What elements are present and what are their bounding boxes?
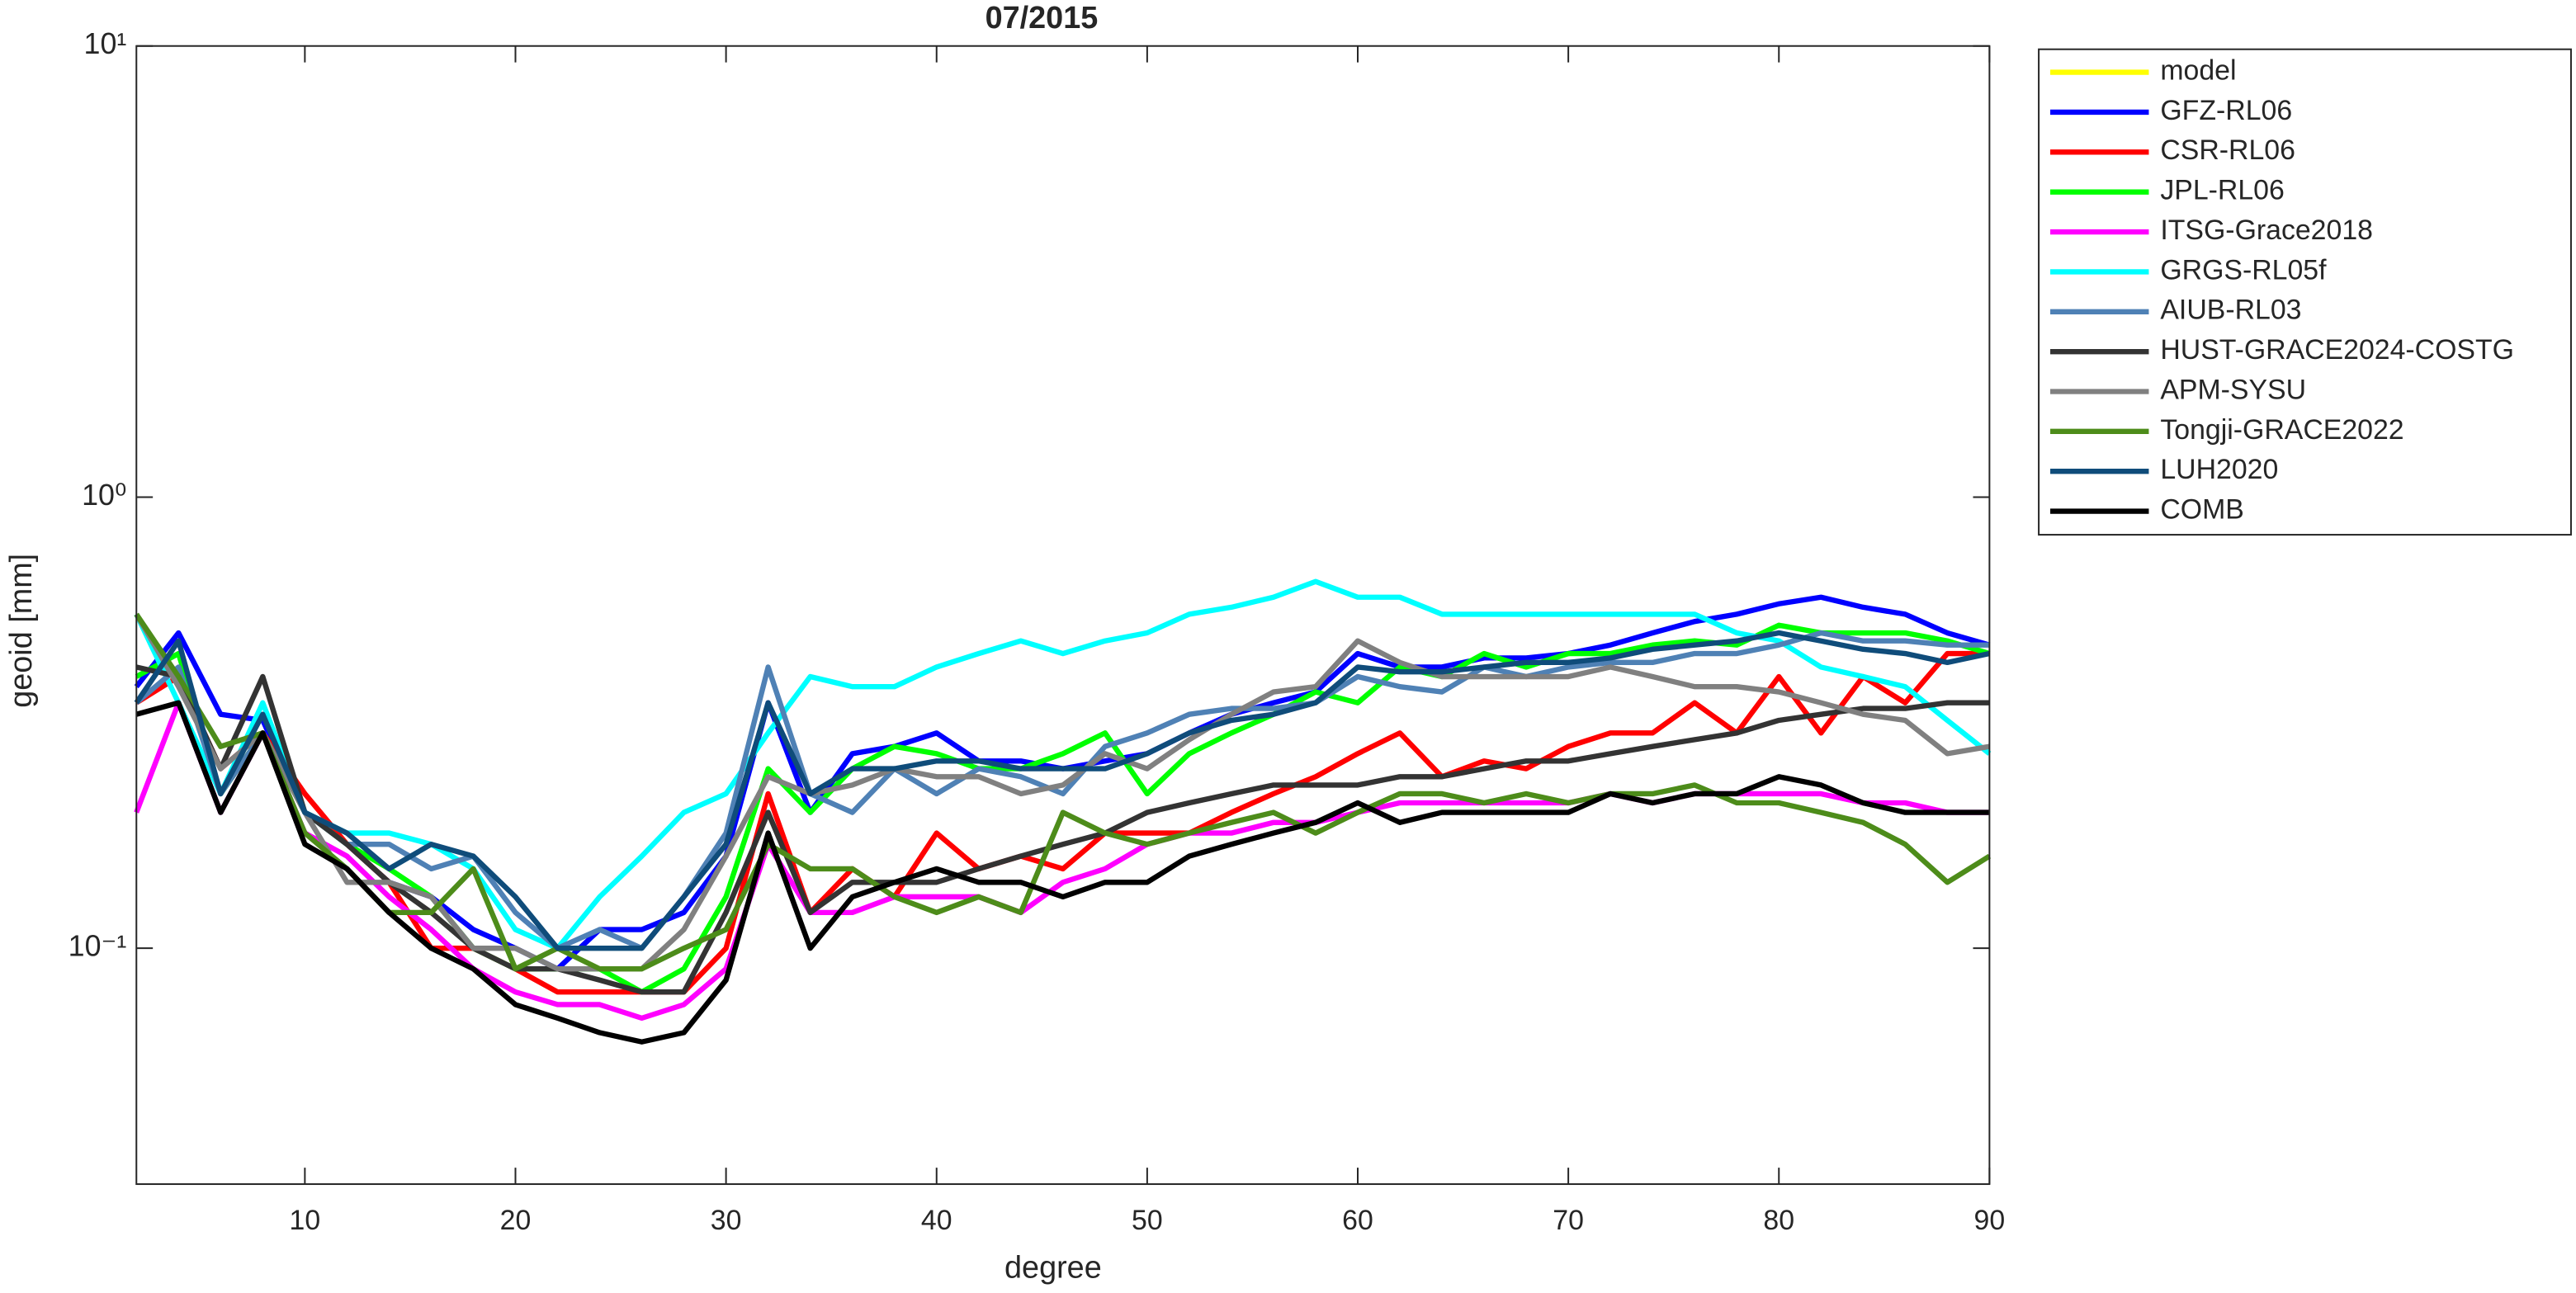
x-tick-label: 90 xyxy=(1974,1205,2006,1236)
legend-box xyxy=(2038,48,2572,536)
legend-label: GRGS-RL05f xyxy=(2160,254,2327,285)
x-tick-label: 40 xyxy=(921,1205,952,1236)
x-tick-label: 80 xyxy=(1763,1205,1794,1236)
y-tick-label: 10¹ xyxy=(84,27,127,60)
data-line xyxy=(134,612,1990,972)
x-tick-label: 20 xyxy=(500,1205,532,1236)
legend-label: GFZ-RL06 xyxy=(2160,95,2292,126)
legend-label: CSR-RL06 xyxy=(2160,134,2295,166)
y-tick-label: 10⁰ xyxy=(82,479,126,512)
x-tick-label: 70 xyxy=(1553,1205,1584,1236)
x-axis-label: degree xyxy=(1004,1251,1102,1286)
axes-box xyxy=(135,45,1991,1186)
legend: model GFZ-RL06 CSR-RL06 JPL-RL06 ITSG-Grace2… xyxy=(2038,48,2572,536)
legend-label: model xyxy=(2160,55,2236,87)
legend-label: JPL-RL06 xyxy=(2160,175,2284,206)
plot-area: 10 20 30 40 50 60 70 80 90 10⁻¹ 10⁰ 10¹ xyxy=(69,27,2006,1236)
chart-title: 07/2015 xyxy=(985,1,1099,35)
legend-label: HUST-GRACE2024-COSTG xyxy=(2160,334,2514,366)
legend-label: Tongji-GRACE2022 xyxy=(2160,414,2403,446)
data-line xyxy=(134,612,1992,972)
data-line xyxy=(134,578,1992,951)
legend-label: COMB xyxy=(2160,494,2244,526)
x-tick-label: 50 xyxy=(1132,1205,1163,1236)
legend-label: APM-SYSU xyxy=(2160,374,2306,405)
y-tick-label: 10⁻¹ xyxy=(69,930,127,963)
legend-label: AIUB-RL03 xyxy=(2160,295,2301,326)
x-tick-label: 30 xyxy=(711,1205,742,1236)
legend-label: ITSG-Grace2018 xyxy=(2160,215,2373,246)
data-line xyxy=(134,630,1991,951)
data-line xyxy=(135,630,1990,951)
y-axis-label: geoid [mm] xyxy=(4,554,39,708)
data-line xyxy=(135,664,1990,995)
data-line xyxy=(135,650,1990,995)
x-tick-label: 60 xyxy=(1342,1205,1373,1236)
legend-label: LUH2020 xyxy=(2160,454,2278,485)
x-tick-label: 10 xyxy=(290,1205,321,1236)
data-line xyxy=(135,700,1990,1045)
